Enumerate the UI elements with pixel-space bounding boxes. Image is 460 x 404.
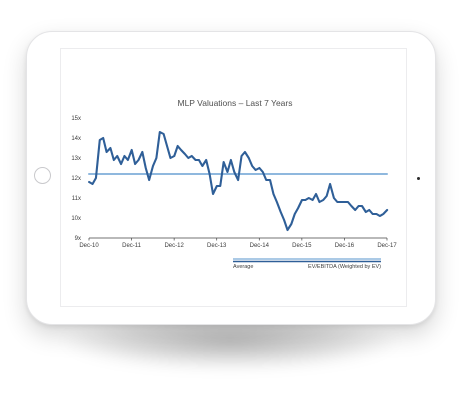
chart-title: MLP Valuations – Last 7 Years [178,98,293,108]
x-tick-label: Dec-17 [377,243,397,249]
series-layer [88,130,389,232]
x-tick-label: Dec-13 [207,243,227,249]
legend-label-average: Average [233,264,253,270]
x-tick-label: Dec-14 [250,243,270,249]
x-tick-label: Dec-10 [79,243,99,249]
y-tick-label: 11x [72,196,81,202]
legend: Average EV/EBITDA (Weighted by EV) [233,258,381,270]
ev-ebitda-series-line [88,130,389,232]
legend-label-ev-ebitda: EV/EBITDA (Weighted by EV) [308,264,381,270]
y-tick-label: 10x [71,216,81,222]
x-tick-label: Dec-16 [335,243,355,249]
y-tick-label: 14x [71,136,81,142]
x-axis-labels: Dec-10 Dec-11 Dec-12 Dec-13 Dec-14 Dec-15 Dec-… [79,243,397,249]
x-tick-label: Dec-12 [164,243,184,249]
home-button[interactable] [34,167,51,184]
x-tick-label: Dec-15 [292,243,312,249]
chart: MLP Valuations – Last 7 Years 9x 10x 11x 12… [71,98,397,270]
y-tick-label: 15x [71,116,81,122]
y-tick-label: 12x [71,176,81,182]
x-tick-label: Dec-11 [122,243,142,249]
camera-icon [417,177,420,180]
y-axis-labels: 9x 10x 11x 12x 13x 14x 15x [71,116,81,242]
x-axis-ticks [88,238,388,241]
y-tick-label: 13x [71,156,81,162]
y-tick-label: 9x [75,236,81,242]
tablet-screen: MLP Valuations – Last 7 Years 9x 10x 11x 12… [60,48,407,307]
